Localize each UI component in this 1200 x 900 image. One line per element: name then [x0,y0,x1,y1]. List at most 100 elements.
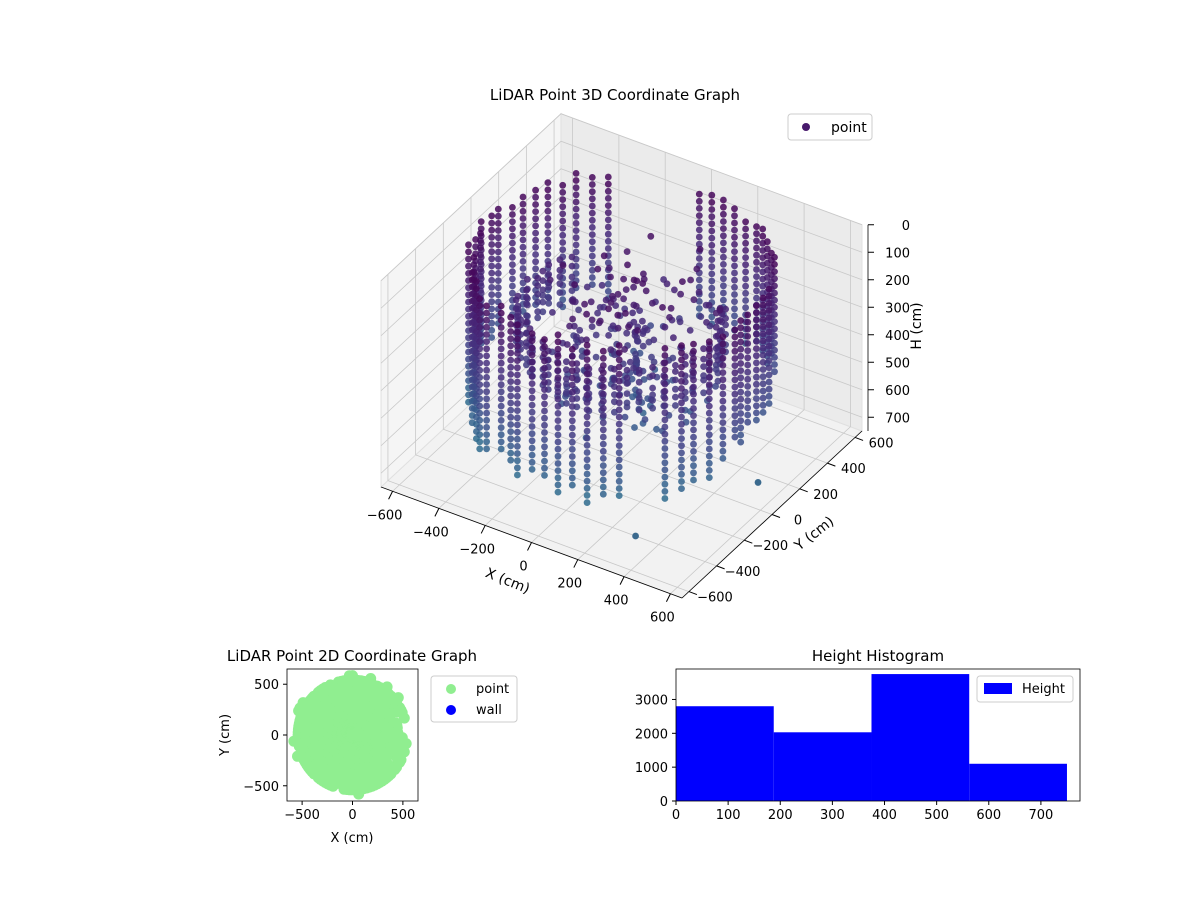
point-3d [507,371,515,378]
point-3d [599,419,607,427]
point-3d [678,428,685,435]
point-3d [604,223,612,231]
point-3d [534,274,542,282]
point-3d [588,202,596,210]
point-3d [705,301,713,309]
point-3d [583,356,591,363]
point-3d [695,240,703,248]
point-3d [672,385,679,393]
point-3d [744,361,752,369]
point-3d [519,243,527,251]
point-3d [588,231,596,239]
point-3d [568,431,576,439]
point-3d [544,200,552,208]
point-3d [509,261,516,268]
point-3d [587,298,595,306]
point-3d [509,218,516,226]
point-3d [615,399,623,407]
point-3d [507,356,515,364]
point-3d [720,289,727,297]
point-3d [661,359,669,367]
point-3d [604,209,612,217]
point-3d [615,370,623,378]
point-3d [476,402,484,410]
point-3d [737,417,745,425]
point-3d [554,331,562,339]
point-3d [679,278,686,285]
point-3d [771,303,778,311]
point-3d [607,273,614,281]
histogram-title: Height Histogram [812,647,944,665]
point-3d [634,327,641,334]
point-3d [599,426,607,434]
point-3d [528,451,536,459]
panel-2d: LiDAR Point 2D Coordinate Graph −500 0 500… [218,647,518,846]
point-3d [524,275,531,283]
point-3d [528,394,536,402]
x-3d-tick [388,491,394,500]
point-3d [507,428,515,435]
point-3d [497,374,505,381]
point-3d [554,352,562,360]
point-3d [599,383,607,391]
point-3d [744,375,752,383]
point-3d [719,447,727,455]
point-3d [765,285,773,293]
point-3d [588,266,596,274]
point-3d [678,342,685,349]
point-3d [483,374,490,381]
point-3d [541,429,548,436]
point-3d [514,385,521,393]
z-3d-tick-label: 700 [885,411,910,426]
point-3d [514,400,521,407]
point-3d [563,375,570,383]
point-3d [631,424,638,431]
point-3d [744,383,752,390]
point-3d [667,304,675,312]
point-3d [615,442,623,449]
point-3d [532,251,539,258]
x-hist-tick-label: 400 [872,808,897,823]
points-2d [288,670,412,800]
point-3d [554,488,562,496]
point-3d [571,281,578,289]
point-3d [642,287,650,295]
point-3d [640,270,647,278]
point-3d [690,426,697,434]
point-3d [476,359,484,367]
point-3d [759,323,767,330]
point-3d [765,314,773,322]
point-3d [497,309,505,317]
point-3d [519,265,527,272]
point-3d [514,328,521,336]
point-3d [742,225,749,233]
point-3d [759,373,767,381]
point-3d [771,332,778,340]
point-3d [488,212,496,220]
point-3d [568,262,576,270]
point-3d [554,338,562,346]
point-3d [556,289,564,296]
point-3d [588,316,596,324]
point-3d [720,246,727,254]
point-3d [639,330,647,337]
point-3d [583,406,591,413]
point-3d [765,400,773,407]
point-3d [753,388,760,395]
point-3d [759,409,767,416]
point-3d [677,290,684,298]
point-3d [678,435,685,442]
point-3d [583,456,591,464]
point-3d [759,351,767,359]
point-3d [700,363,707,370]
point-3d [514,342,521,350]
point-3d [583,427,591,435]
point-3d [615,470,623,478]
legend-2d-label-point: point [476,682,509,697]
point-3d [509,282,516,290]
point-3d [528,444,536,452]
point-3d [623,390,631,397]
point-3d [690,440,697,448]
point-3d [578,336,585,344]
z-axis-3d-label: H (cm) [909,302,925,349]
